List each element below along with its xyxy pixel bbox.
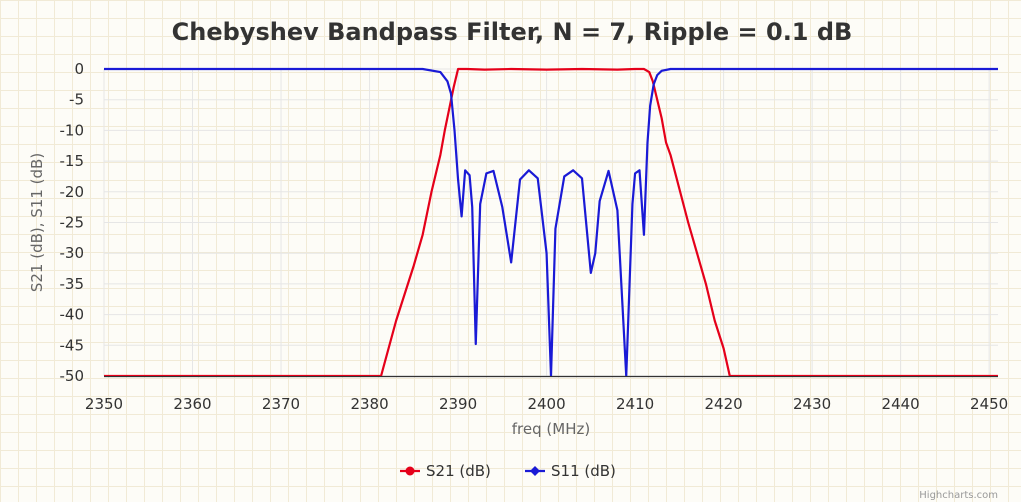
y-tick-label: -10 — [60, 121, 85, 139]
y-tick-label: -40 — [60, 306, 85, 324]
y-tick-label: -5 — [69, 91, 84, 109]
x-tick-label: 2430 — [793, 395, 831, 413]
legend-marker-diamond — [530, 466, 540, 476]
credits-link[interactable]: Highcharts.com — [919, 490, 998, 501]
x-tick-label: 2390 — [439, 395, 477, 413]
legend-item-s11[interactable]: S11 (dB) — [525, 462, 616, 480]
x-tick-label: 2400 — [527, 395, 565, 413]
series-line-s21[interactable] — [104, 67, 998, 376]
y-tick-label: -25 — [60, 214, 85, 232]
x-axis-title: freq (MHz) — [512, 420, 590, 438]
y-tick-label: 0 — [74, 60, 84, 78]
legend-label-s11: S11 (dB) — [551, 462, 616, 480]
y-tick-label: -15 — [60, 152, 85, 170]
y-axis-title: S21 (dB), S11 (dB) — [28, 153, 46, 292]
x-tick-label: 2380 — [350, 395, 388, 413]
y-tick-label: -30 — [60, 244, 85, 262]
y-tick-label: -45 — [60, 336, 85, 354]
x-tick-label: 2370 — [262, 395, 300, 413]
legend-marker-circle — [405, 466, 415, 476]
series-line-s11[interactable] — [104, 67, 998, 376]
x-tick-label: 2360 — [173, 395, 211, 413]
y-tick-label: -35 — [60, 275, 85, 293]
chart-title: Chebyshev Bandpass Filter, N = 7, Ripple… — [172, 18, 853, 46]
x-tick-label: 2350 — [85, 395, 123, 413]
legend-item-s21[interactable]: S21 (dB) — [400, 462, 491, 480]
x-tick-label: 2440 — [882, 395, 920, 413]
y-tick-label: -50 — [60, 367, 85, 385]
x-tick-label: 2450 — [970, 395, 1008, 413]
y-tick-label: -20 — [60, 183, 85, 201]
legend-label-s21: S21 (dB) — [426, 462, 491, 480]
x-tick-label: 2410 — [616, 395, 654, 413]
x-tick-label: 2420 — [705, 395, 743, 413]
